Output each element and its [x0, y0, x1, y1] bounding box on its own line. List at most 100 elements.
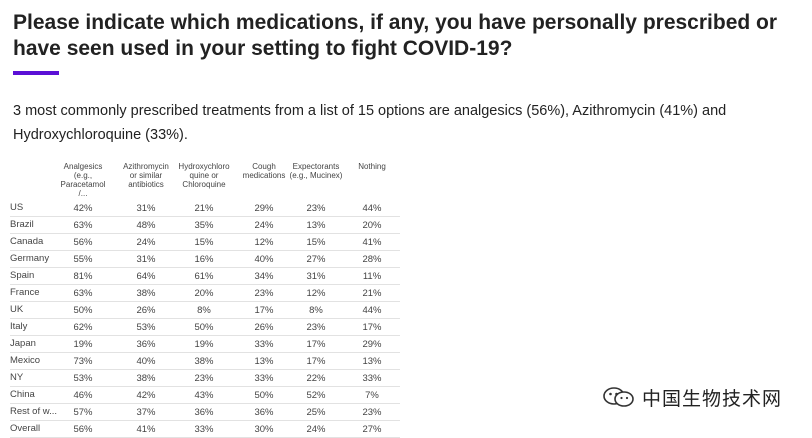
wechat-icon — [603, 387, 634, 407]
table-row: France 63% 38% 20% 23% 12% 21% — [10, 285, 400, 302]
table-cell: 23% — [306, 322, 326, 333]
table-cell: 27% — [306, 254, 326, 265]
column-header-line: Azithromycin — [123, 162, 169, 171]
table-cell: 12% — [306, 288, 326, 299]
table-cell: 28% — [362, 254, 382, 265]
column-header-1: Analgesics (e.g., Paracetamol/... — [52, 162, 114, 198]
table-row: US 42% 31% 21% 29% 23% 44% — [10, 200, 400, 217]
table-cell: 36% — [194, 407, 214, 418]
column-header-line: (e.g., — [73, 171, 93, 180]
table-cell: 81% — [73, 271, 93, 282]
table-cell: 7% — [365, 390, 379, 401]
table-row: China 46% 42% 43% 50% 52% 7% — [10, 387, 400, 404]
table-cell: 53% — [73, 373, 93, 384]
row-label: UK — [10, 304, 24, 315]
row-label: NY — [10, 372, 24, 383]
table-cell: 73% — [73, 356, 93, 367]
table-row: Rest of w... 57% 37% 36% 36% 25% 23% — [10, 404, 400, 421]
table-cell: 8% — [309, 305, 323, 316]
table-header: Analgesics (e.g., Paracetamol/... Azithromy… — [10, 162, 400, 200]
column-header-2: Azithromycin or similar antibiotics — [115, 162, 177, 189]
table-cell: 56% — [73, 237, 93, 248]
table-cell: 11% — [362, 271, 382, 282]
column-header-line: quine or — [189, 171, 219, 180]
table-cell: 16% — [194, 254, 214, 265]
table-cell: 57% — [73, 407, 93, 418]
column-header-line: Expectorants — [292, 162, 340, 171]
table-cell: 38% — [136, 288, 156, 299]
column-header-line: Analgesics — [63, 162, 103, 171]
table-cell: 8% — [197, 305, 211, 316]
table-cell: 23% — [194, 373, 214, 384]
table-cell: 53% — [136, 322, 156, 333]
column-header-line: or similar — [129, 171, 163, 180]
watermark: 中国生物技术网 — [602, 382, 802, 412]
table-cell: 48% — [136, 220, 156, 231]
table-cell: 40% — [136, 356, 156, 367]
table-cell: 33% — [362, 373, 382, 384]
row-label: Spain — [10, 270, 35, 281]
table-cell: 44% — [362, 305, 382, 316]
table-cell: 63% — [73, 288, 93, 299]
table-cell: 20% — [194, 288, 214, 299]
table-cell: 55% — [73, 254, 93, 265]
table-cell: 20% — [362, 220, 382, 231]
row-label: Canada — [10, 236, 44, 247]
table-row: Italy 62% 53% 50% 26% 23% 17% — [10, 319, 400, 336]
table-cell: 23% — [254, 288, 274, 299]
column-header-6: Nothing — [341, 162, 403, 171]
table-cell: 15% — [194, 237, 214, 248]
table-cell: 42% — [73, 203, 93, 214]
table-cell: 50% — [254, 390, 274, 401]
table-cell: 43% — [194, 390, 214, 401]
table-cell: 33% — [254, 339, 274, 350]
table-row: Mexico 73% 40% 38% 13% 17% 13% — [10, 353, 400, 370]
table-cell: 29% — [362, 339, 382, 350]
table-cell: 21% — [362, 288, 382, 299]
table-cell: 17% — [306, 339, 326, 350]
table-row: Canada 56% 24% 15% 12% 15% 41% — [10, 234, 400, 251]
table-body: US 42% 31% 21% 29% 23% 44% Brazil 63% 48% 35% 24% 13… — [10, 200, 400, 438]
column-header-line: Hydroxychloro — [178, 162, 230, 171]
table-cell: 13% — [362, 356, 382, 367]
column-header-5: Expectorants (e.g., Mucinex) — [285, 162, 347, 180]
row-label: France — [10, 287, 40, 298]
column-header-line: Nothing — [358, 162, 386, 171]
row-label: Rest of w... — [10, 406, 57, 417]
table-cell: 17% — [254, 305, 274, 316]
table-cell: 40% — [254, 254, 274, 265]
row-label: Mexico — [10, 355, 41, 366]
table-cell: 50% — [73, 305, 93, 316]
table-cell: 19% — [73, 339, 93, 350]
table-cell: 36% — [254, 407, 274, 418]
table-cell: 13% — [306, 220, 326, 231]
row-label: Germany — [10, 253, 50, 264]
table-cell: 36% — [136, 339, 156, 350]
table-cell: 23% — [362, 407, 382, 418]
table-row: UK 50% 26% 8% 17% 8% 44% — [10, 302, 400, 319]
table-cell: 41% — [362, 237, 382, 248]
table-cell: 62% — [73, 322, 93, 333]
table-cell: 26% — [254, 322, 274, 333]
table-cell: 24% — [254, 220, 274, 231]
table-cell: 35% — [194, 220, 214, 231]
row-label: Overall — [10, 423, 41, 434]
column-header-line: /... — [78, 189, 88, 198]
table-cell: 29% — [254, 203, 274, 214]
table-cell: 38% — [136, 373, 156, 384]
table-cell: 64% — [136, 271, 156, 282]
table-cell: 17% — [306, 356, 326, 367]
table-cell: 22% — [306, 373, 326, 384]
table-cell: 31% — [136, 254, 156, 265]
table-row: Brazil 63% 48% 35% 24% 13% 20% — [10, 217, 400, 234]
table-row: Spain 81% 64% 61% 34% 31% 11% — [10, 268, 400, 285]
row-label: US — [10, 202, 24, 213]
column-header-line: Cough — [252, 162, 276, 171]
page-title: Please indicate which medications, if an… — [13, 11, 778, 60]
column-header-4: Cough medications — [233, 162, 295, 180]
table-cell: 17% — [362, 322, 382, 333]
table-cell: 34% — [254, 271, 274, 282]
table-cell: 23% — [306, 203, 326, 214]
row-label: Brazil — [10, 219, 34, 230]
table-cell: 26% — [136, 305, 156, 316]
